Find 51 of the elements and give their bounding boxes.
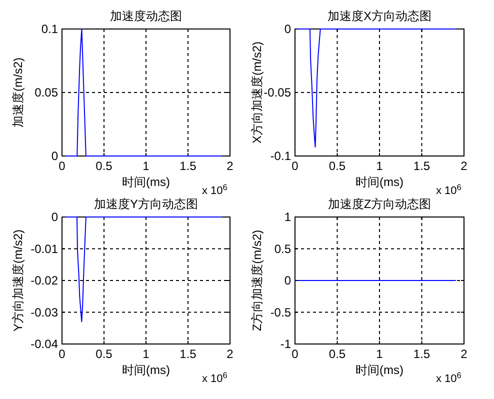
chart-title: 加速度X方向动态图 [327, 9, 432, 23]
y-tick-label: -0.03 [30, 305, 58, 320]
x-tick-label: 1 [376, 159, 384, 173]
x-tick-label: 0.5 [328, 159, 346, 173]
y-tick-label: 0.05 [34, 86, 58, 100]
x-tick-label: 2 [460, 159, 468, 173]
y-tick-label: -0.01 [30, 242, 58, 256]
y-tick-label: 0 [51, 210, 58, 224]
x-tick-label: 0.5 [328, 347, 346, 361]
y-tick-label: -0.02 [30, 274, 58, 288]
line-series [294, 28, 456, 148]
chart-title: 加速度动态图 [110, 9, 182, 23]
y-tick-label: -0.1 [270, 149, 292, 163]
y-tick-label: 0 [51, 149, 58, 163]
text: x 10$^{6}$ [202, 182, 228, 197]
y-tick-label: -0.05 [264, 86, 292, 100]
x-axis-title: 时间(ms) [356, 175, 404, 189]
y-tick-label: 0 [284, 22, 292, 36]
x-tick-label: 2 [226, 159, 234, 173]
x-tick-label: 1.5 [413, 347, 430, 361]
x-axis-title: 时间(ms) [122, 363, 170, 377]
x-tick-label: 1.5 [413, 159, 430, 173]
y-tick-label: -0.5 [270, 305, 292, 320]
line-series [62, 28, 222, 156]
x-tick-label: 1 [142, 347, 150, 361]
x-tick-label: 0.5 [96, 159, 113, 173]
x-tick-label: 2 [460, 347, 468, 361]
x-tick-label: 1.5 [180, 347, 197, 361]
y-axis-title: Z方向加速度(m/s2) [250, 230, 264, 332]
line-series [62, 216, 222, 322]
y-tick-label: 0 [284, 274, 292, 288]
x-axis-title: 时间(ms) [356, 363, 404, 377]
chart-title: 加速度Y方向动态图 [94, 197, 198, 211]
text: x 10$^{6}$ [202, 370, 228, 385]
x-tick-label: 1.5 [180, 159, 197, 173]
y-tick-label: -1 [280, 337, 292, 351]
x-tick-label: 1 [376, 347, 384, 361]
x-tick-label: 1 [142, 159, 150, 173]
x-tick-label: 0.5 [96, 347, 113, 361]
y-axis-title: X方向加速度(m/s2) [250, 41, 264, 144]
y-tick-label: 0.5 [274, 242, 292, 256]
y-tick-label: 0.1 [41, 22, 58, 36]
y-tick-label: 1 [284, 210, 292, 224]
y-axis-title: 加速度(m/s2) [11, 58, 25, 128]
text: x 10$^{6}$ [436, 370, 462, 385]
x-tick-label: 2 [226, 347, 234, 361]
y-axis-title: Y方向加速度(m/s2) [11, 229, 25, 332]
chart-title: 加速度Z方向动态图 [328, 197, 432, 211]
y-tick-label: -0.04 [30, 337, 58, 351]
text: x 10$^{6}$ [436, 182, 462, 197]
x-axis-title: 时间(ms) [122, 175, 170, 189]
